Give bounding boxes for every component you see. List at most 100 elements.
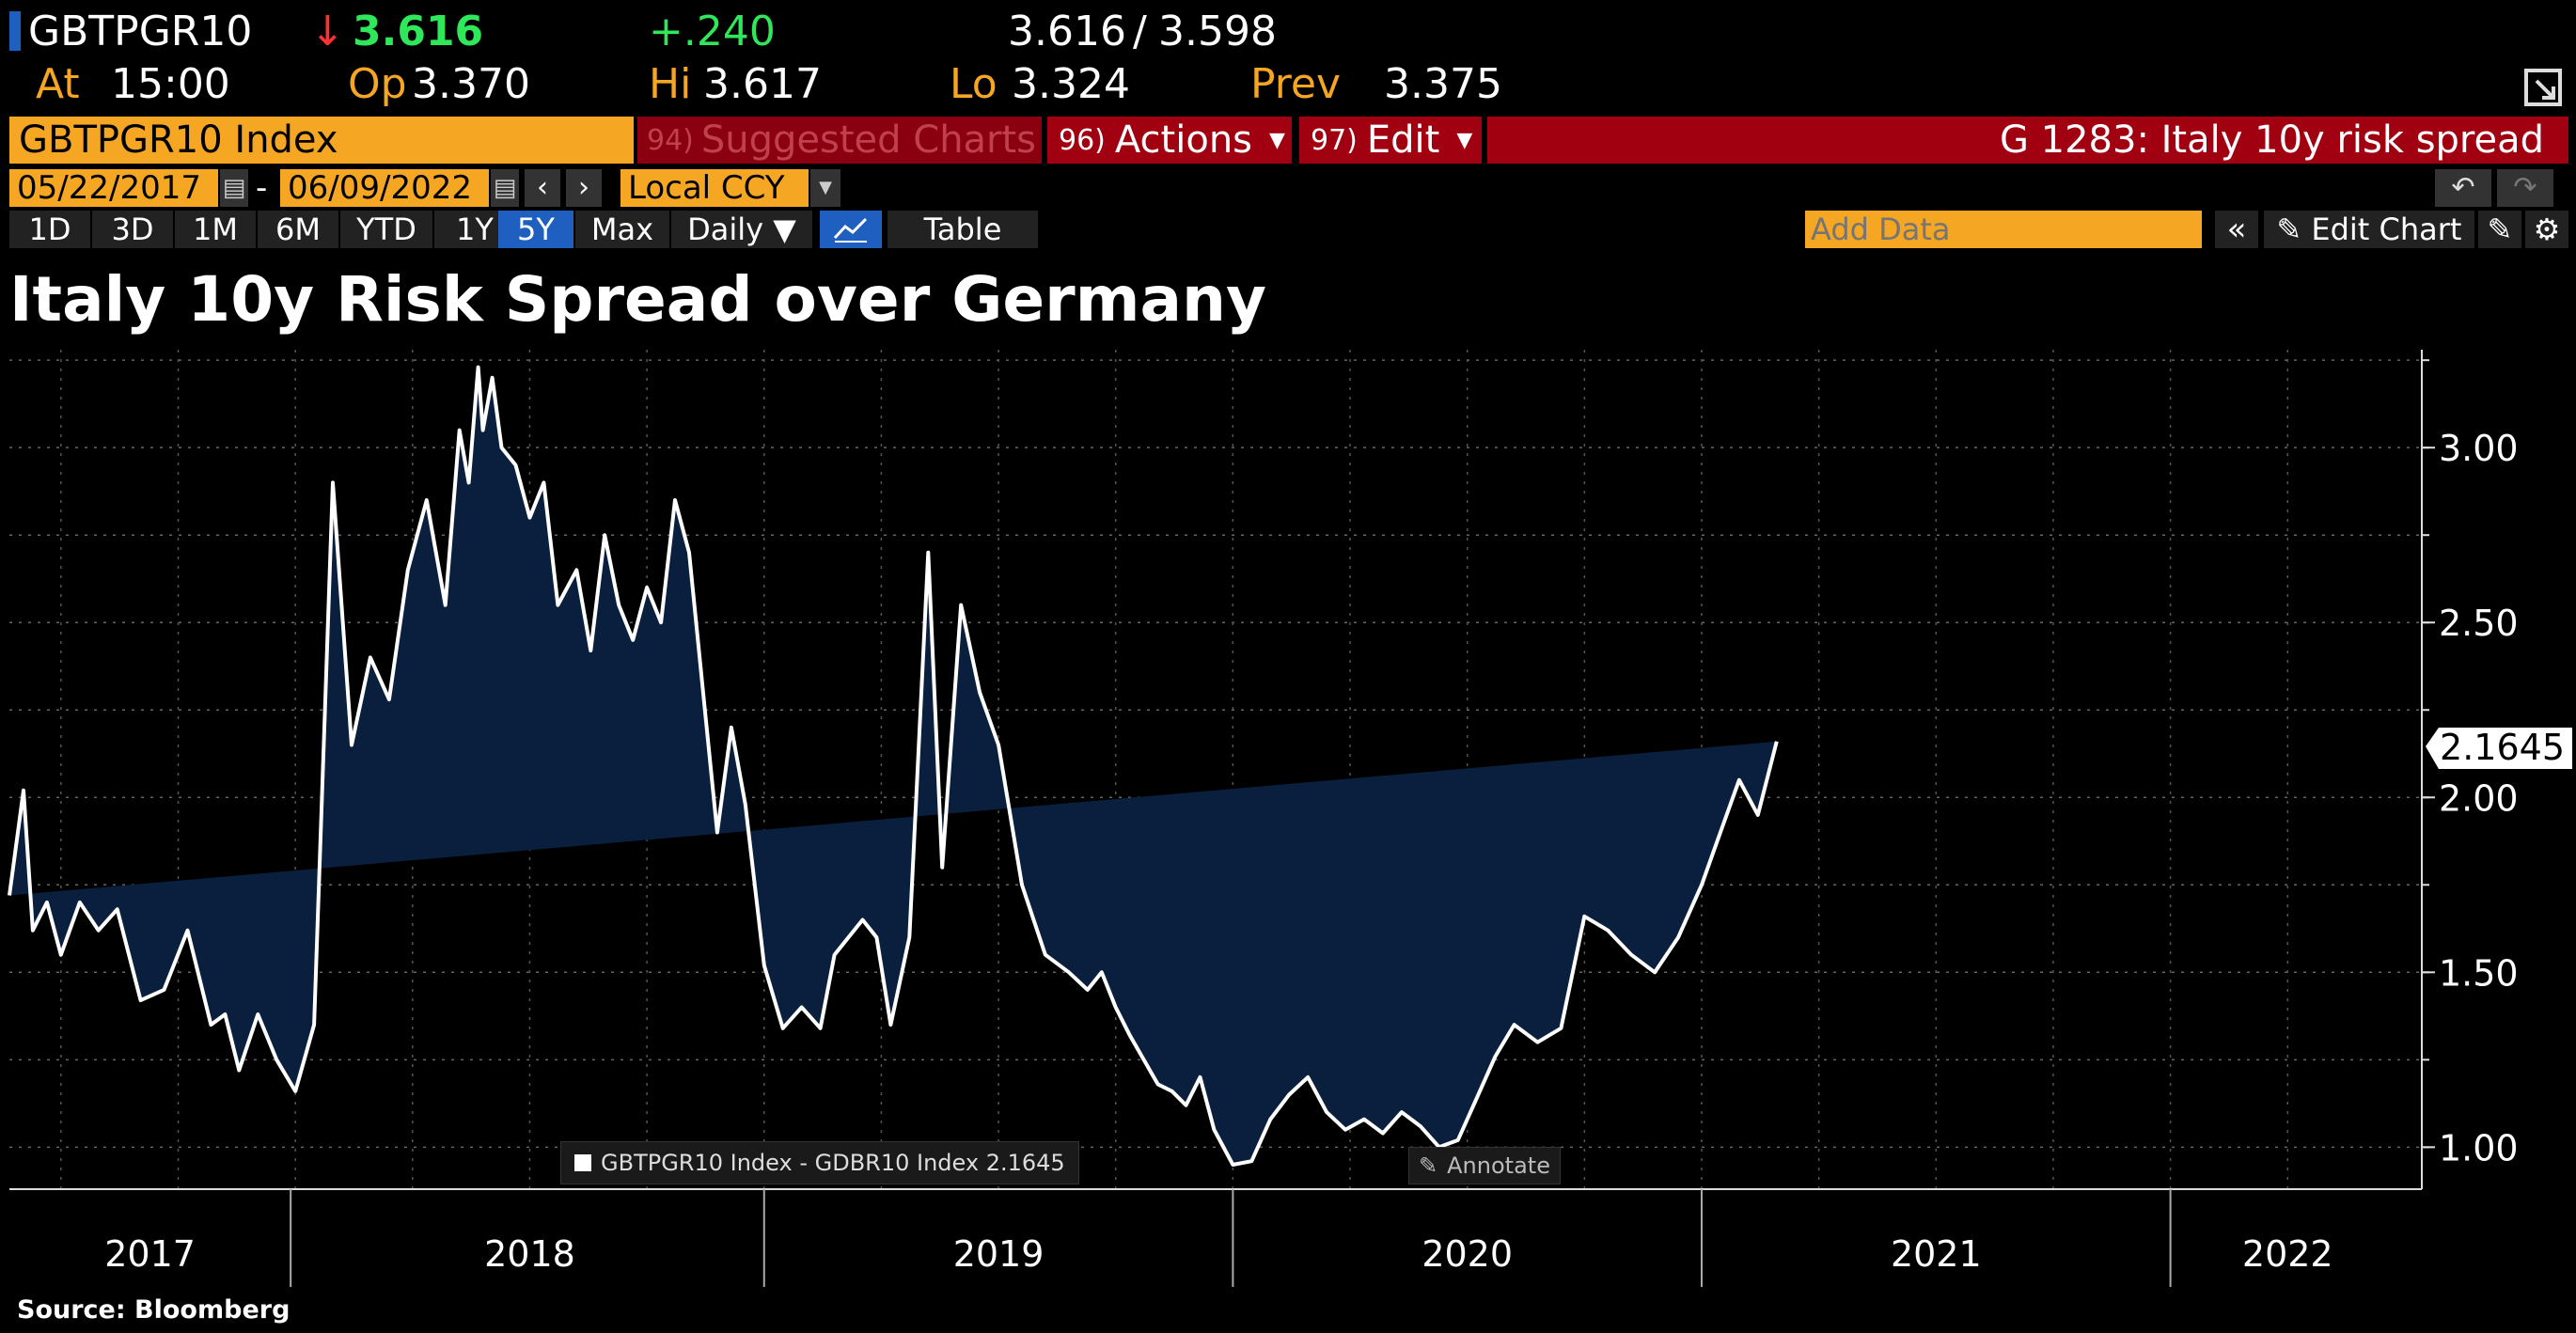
ticker[interactable]: GBTPGR10 — [28, 8, 253, 55]
x-tick-label: 2021 — [1891, 1233, 1982, 1275]
frequency-select[interactable]: Daily ▼ — [671, 211, 812, 248]
actions-chevron-down-icon: ▼ — [1269, 128, 1285, 152]
range-ytd[interactable]: YTD — [340, 211, 432, 248]
range-3d[interactable]: 3D — [92, 211, 173, 248]
edit-chart-button[interactable]: ✎ Edit Chart — [2264, 211, 2474, 248]
legend: GBTPGR10 Index - GDBR10 Index 2.1645 — [560, 1141, 1079, 1184]
range-max-label: Max — [590, 212, 654, 247]
spread-area-fill — [9, 367, 1777, 1166]
actions-menu[interactable]: 96) Actions ▼ — [1047, 117, 1292, 164]
x-tick-label: 2018 — [484, 1233, 575, 1275]
range-1m[interactable]: 1M — [175, 211, 256, 248]
edit-chevron-down-icon: ▼ — [1456, 128, 1473, 152]
annotate-pencil-icon: ✎ — [1419, 1153, 1438, 1179]
range-1m-label: 1M — [193, 212, 238, 247]
suggested-charts-menu[interactable]: 94) Suggested Charts — [637, 117, 1042, 164]
prev-value: 3.375 — [1384, 60, 1502, 108]
legend-swatch — [574, 1154, 591, 1171]
y-tick-label: 2.50 — [2439, 603, 2519, 644]
y-tick-label: 2.00 — [2439, 777, 2519, 819]
x-tick-label: 2017 — [104, 1233, 196, 1275]
end-date-field[interactable]: 06/09/2022 — [280, 169, 489, 207]
at-time: 15:00 — [111, 60, 230, 108]
undo-icon[interactable]: ↶ — [2435, 169, 2491, 207]
table-button[interactable]: Table — [887, 211, 1038, 248]
bid-ask-separator: / — [1133, 8, 1147, 55]
currency-select[interactable]: Local CCY — [620, 169, 809, 207]
low-value: 3.324 — [1012, 60, 1130, 108]
date-dash: - — [256, 169, 268, 207]
y-tick-label: 1.00 — [2439, 1127, 2519, 1168]
popout-icon[interactable] — [2523, 68, 2565, 109]
redo-icon[interactable]: ↷ — [2497, 169, 2553, 207]
high-label: Hi — [649, 60, 692, 108]
y-tick-label: 3.00 — [2439, 428, 2519, 469]
edit-menu[interactable]: 97) Edit ▼ — [1299, 117, 1482, 164]
next-period-icon[interactable]: › — [566, 169, 602, 207]
y-tick-label: 1.50 — [2439, 952, 2519, 994]
source-note: Source: Bloomberg — [17, 1295, 291, 1325]
actions-number: 96) — [1059, 123, 1106, 157]
prev-label: Prev — [1250, 60, 1341, 108]
range-1y-label: 1Y — [456, 212, 494, 247]
currency-value: Local CCY — [628, 169, 785, 207]
open-label: Op — [348, 60, 407, 108]
x-tick-label: 2022 — [2242, 1233, 2333, 1275]
range-1d[interactable]: 1D — [9, 211, 90, 248]
pencil-icon: ✎ — [2276, 212, 2302, 247]
low-label: Lo — [950, 60, 997, 108]
range-3d-label: 3D — [111, 212, 154, 247]
at-label: At — [36, 60, 80, 108]
chart-settings-edit-icon[interactable]: ✎ — [2478, 211, 2521, 248]
suggested-charts-number: 94) — [647, 123, 694, 157]
prev-period-icon[interactable]: ‹ — [525, 169, 560, 207]
gear-icon[interactable]: ⚙ — [2525, 211, 2568, 248]
ticker-marker — [9, 11, 21, 51]
x-tick-label: 2020 — [1422, 1233, 1513, 1275]
page-title-bar: G 1283: Italy 10y risk spread — [1487, 117, 2568, 164]
range-max[interactable]: Max — [575, 211, 669, 248]
range-ytd-label: YTD — [356, 212, 416, 247]
down-arrow-icon: ↓ — [310, 8, 345, 55]
net-change: +.240 — [649, 8, 776, 55]
start-calendar-icon[interactable]: ▤ — [220, 169, 248, 207]
annotate-button[interactable]: ✎ Annotate — [1408, 1147, 1561, 1184]
last-value-label: 2.1645 — [2440, 727, 2565, 768]
currency-chevron-down-icon[interactable]: ▼ — [810, 169, 840, 207]
range-1d-label: 1D — [28, 212, 71, 247]
security-field[interactable]: GBTPGR10 Index — [9, 117, 634, 164]
last-price: 3.616 — [353, 8, 484, 55]
x-tick-label: 2019 — [953, 1233, 1045, 1275]
start-date: 05/22/2017 — [17, 169, 201, 207]
bid-price: 3.616 — [1008, 8, 1126, 55]
chart-type-line-icon[interactable] — [820, 211, 882, 248]
edit-label: Edit — [1366, 118, 1440, 162]
start-date-field[interactable]: 05/22/2017 — [9, 169, 218, 207]
range-5y-label: 5Y — [517, 212, 555, 247]
edit-chart-label: Edit Chart — [2311, 212, 2462, 247]
end-calendar-icon[interactable]: ▤ — [491, 169, 519, 207]
high-value: 3.617 — [703, 60, 822, 108]
security-field-text: GBTPGR10 Index — [19, 118, 338, 162]
y-axis-ticks: 1.00 1.50 2.00 2.50 3.00 — [2422, 359, 2519, 1168]
annotate-label: Annotate — [1447, 1153, 1550, 1179]
add-data-input[interactable] — [1805, 211, 2202, 248]
range-5y[interactable]: 5Y — [498, 211, 573, 248]
edit-number: 97) — [1311, 123, 1358, 157]
legend-series-label: GBTPGR10 Index - GDBR10 Index 2.1645 — [601, 1150, 1065, 1176]
actions-label: Actions — [1114, 118, 1253, 162]
suggested-charts-label: Suggested Charts — [700, 118, 1037, 162]
range-6m[interactable]: 6M — [258, 211, 338, 248]
end-date: 06/09/2022 — [288, 169, 472, 207]
spread-series-line — [8, 365, 1779, 1167]
open-value: 3.370 — [412, 60, 530, 108]
page-title: G 1283: Italy 10y risk spread — [1999, 118, 2544, 162]
table-label: Table — [923, 212, 1002, 247]
chart-plot[interactable]: 1.00 1.50 2.00 2.50 3.00 2017 2018 2019 2020 202… — [0, 338, 2576, 1333]
chart-title: Italy 10y Risk Spread over Germany — [9, 263, 1267, 336]
last-value-tag: 2.1645 — [2426, 727, 2572, 769]
frequency-label: Daily ▼ — [687, 212, 796, 247]
range-6m-label: 6M — [275, 212, 321, 247]
x-axis-labels: 2017 2018 2019 2020 2021 2022 — [104, 1189, 2333, 1287]
collapse-icon[interactable]: « — [2215, 211, 2258, 248]
